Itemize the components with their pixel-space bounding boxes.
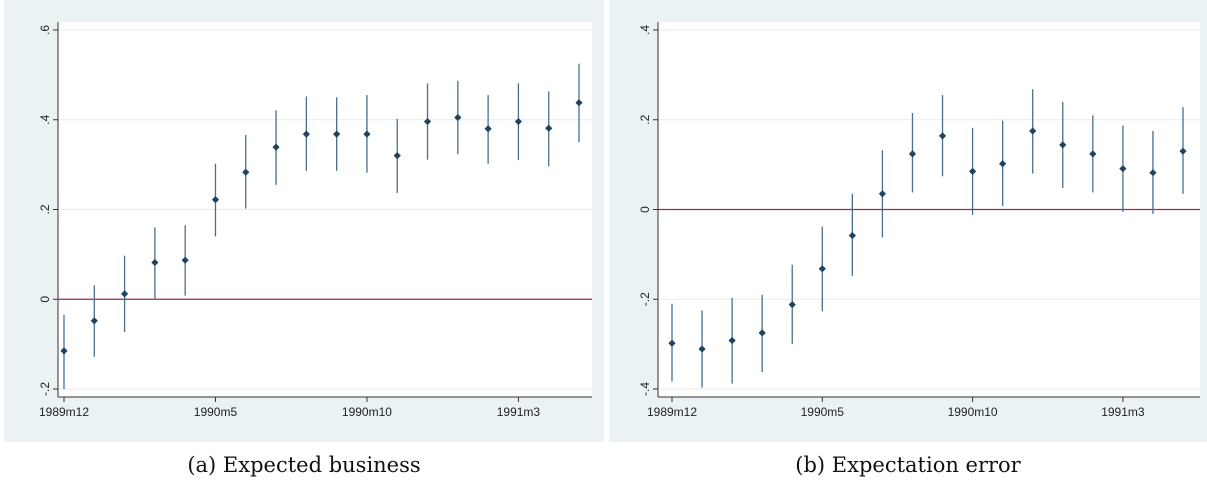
estimate-point	[938, 132, 947, 140]
y-tick-label: .4	[638, 25, 652, 35]
y-tick-label: -.4	[638, 382, 652, 396]
estimate-point	[908, 150, 917, 158]
estimate-point	[575, 99, 583, 107]
x-tick-label: 1990m5	[194, 405, 238, 419]
estimate-point	[302, 130, 310, 138]
estimate-point	[514, 117, 523, 126]
x-tick-label: 1989m12	[39, 405, 89, 419]
x-tick-label: 1989m12	[647, 405, 697, 419]
estimate-point	[181, 256, 189, 264]
x-tick-label: 1990m10	[342, 405, 392, 419]
x-tick-label: 1991m3	[1101, 405, 1145, 419]
estimate-point	[1029, 127, 1037, 135]
chart-caption-b: (b) Expectation error	[795, 453, 1021, 477]
estimate-point	[1089, 150, 1097, 158]
estimate-point	[484, 125, 492, 133]
estimate-point	[363, 130, 371, 138]
estimate-point	[698, 345, 706, 353]
estimate-point	[728, 336, 736, 345]
estimate-point	[393, 152, 401, 160]
estimate-point	[968, 167, 977, 175]
estimate-point	[151, 258, 159, 267]
estimate-point	[668, 339, 676, 347]
chart-a: -.2 0 .2 .4 .6 1989m12 1990m5 1990m10 1991m3	[38, 22, 592, 419]
estimate-point	[120, 290, 129, 298]
estimate-point	[211, 196, 220, 204]
y-tick-label: -.2	[38, 382, 52, 396]
estimate-point	[333, 130, 341, 138]
estimate-point	[1119, 165, 1127, 173]
estimate-point	[423, 117, 432, 126]
estimate-point	[272, 143, 280, 151]
y-tick-label: .2	[38, 204, 52, 214]
estimate-point	[1149, 169, 1157, 177]
chart-caption-a: (a) Expected business	[187, 453, 421, 477]
y-tick-label: 0	[38, 296, 52, 303]
chart-panel-b: -.4 -.2 0 .2 .4 1989m12 1990m5 1990m10 1991m3	[609, 0, 1207, 442]
chart-panel-a: -.2 0 .2 .4 .6 1989m12 1990m5 1990m10 1991m3	[4, 0, 604, 442]
y-tick-label: .4	[38, 114, 52, 124]
y-tick-label: .6	[38, 25, 52, 35]
x-tick-label: 1990m10	[948, 405, 998, 419]
estimate-point	[878, 190, 887, 198]
estimate-point	[90, 317, 98, 325]
y-tick-label: 0	[638, 206, 652, 213]
y-tick-label: .2	[638, 114, 652, 124]
x-tick-label: 1991m3	[497, 405, 541, 419]
y-tick-label: -.2	[638, 292, 652, 306]
estimate-point	[999, 160, 1007, 168]
x-tick-label: 1990m5	[801, 405, 845, 419]
estimate-point	[242, 168, 250, 176]
chart-b: -.4 -.2 0 .2 .4 1989m12 1990m5 1990m10 1991m3	[638, 22, 1200, 419]
estimate-point	[1059, 141, 1067, 149]
estimate-point	[454, 113, 462, 122]
estimate-point	[545, 124, 553, 132]
